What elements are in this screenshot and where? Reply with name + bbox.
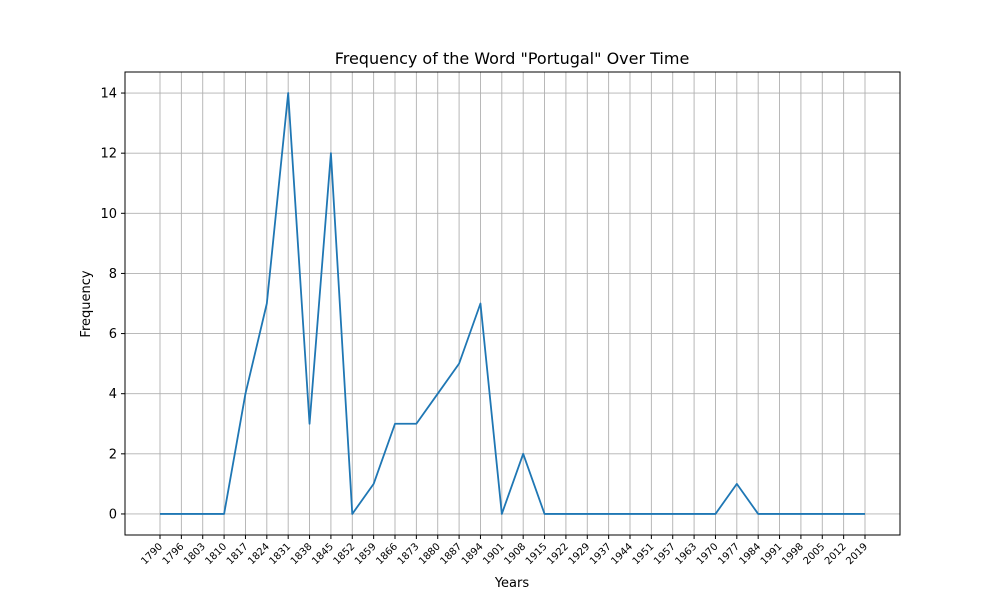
x-tick-label: 1887: [438, 541, 464, 567]
x-tick-label: 1991: [759, 541, 785, 567]
x-tick-label: 1831: [268, 541, 294, 567]
x-tick-label: 1803: [182, 541, 208, 567]
x-tick-label: 1894: [460, 541, 486, 567]
x-tick-label: 1845: [310, 541, 336, 567]
x-tick-label: 1901: [481, 541, 507, 567]
y-tick-label: 2: [109, 447, 117, 462]
x-axis-label: Years: [494, 576, 530, 591]
y-tick-label: 6: [109, 327, 117, 342]
y-tick-label: 4: [109, 387, 117, 402]
y-tick-label: 14: [100, 87, 117, 102]
x-tick-label: 1944: [609, 541, 635, 567]
x-tick-label: 2019: [844, 541, 870, 567]
x-tick-label: 1915: [524, 541, 550, 567]
x-tick-label: 1852: [332, 541, 358, 567]
x-tick-label: 1838: [289, 541, 315, 567]
x-tick-label: 2005: [802, 541, 828, 567]
series-line: [160, 92, 865, 515]
x-tick-label: 1937: [588, 541, 614, 567]
x-tick-label: 1790: [139, 541, 165, 567]
x-tick-label: 1824: [246, 541, 272, 567]
x-tick-label: 2012: [823, 541, 849, 567]
x-tick-label: 1963: [673, 541, 699, 567]
x-tick-label: 1796: [161, 541, 187, 567]
x-tick-label: 1998: [780, 541, 806, 567]
x-tick-label: 1866: [374, 541, 400, 567]
plot-frame: [124, 71, 901, 536]
y-tick-label: 8: [109, 267, 117, 282]
y-axis-ticks: 0 2 4 6 8 10 12 14: [100, 87, 125, 522]
chart-title: Frequency of the Word "Portugal" Over Ti…: [335, 49, 690, 68]
x-tick-label: 1984: [738, 541, 764, 567]
grid-lines: [125, 72, 900, 535]
x-tick-label: 1922: [545, 541, 571, 567]
x-tick-label: 1929: [567, 541, 593, 567]
x-tick-label: 1951: [631, 541, 657, 567]
y-tick-label: 0: [109, 507, 117, 522]
x-tick-label: 1970: [695, 541, 721, 567]
x-tick-label: 1859: [353, 541, 379, 567]
x-tick-label: 1908: [503, 541, 529, 567]
series-layer: [160, 92, 865, 515]
x-tick-label: 1817: [225, 541, 251, 567]
x-tick-label: 1977: [716, 541, 742, 567]
x-tick-label: 1873: [396, 541, 422, 567]
y-tick-label: 10: [100, 207, 117, 222]
y-axis-label: Frequency: [79, 270, 94, 337]
x-tick-label: 1810: [203, 541, 229, 567]
x-tick-label: 1880: [417, 541, 443, 567]
x-tick-label: 1957: [652, 541, 678, 567]
y-tick-label: 12: [100, 147, 117, 162]
x-axis-ticks: 1790179618031810181718241831183818451852…: [139, 535, 870, 567]
